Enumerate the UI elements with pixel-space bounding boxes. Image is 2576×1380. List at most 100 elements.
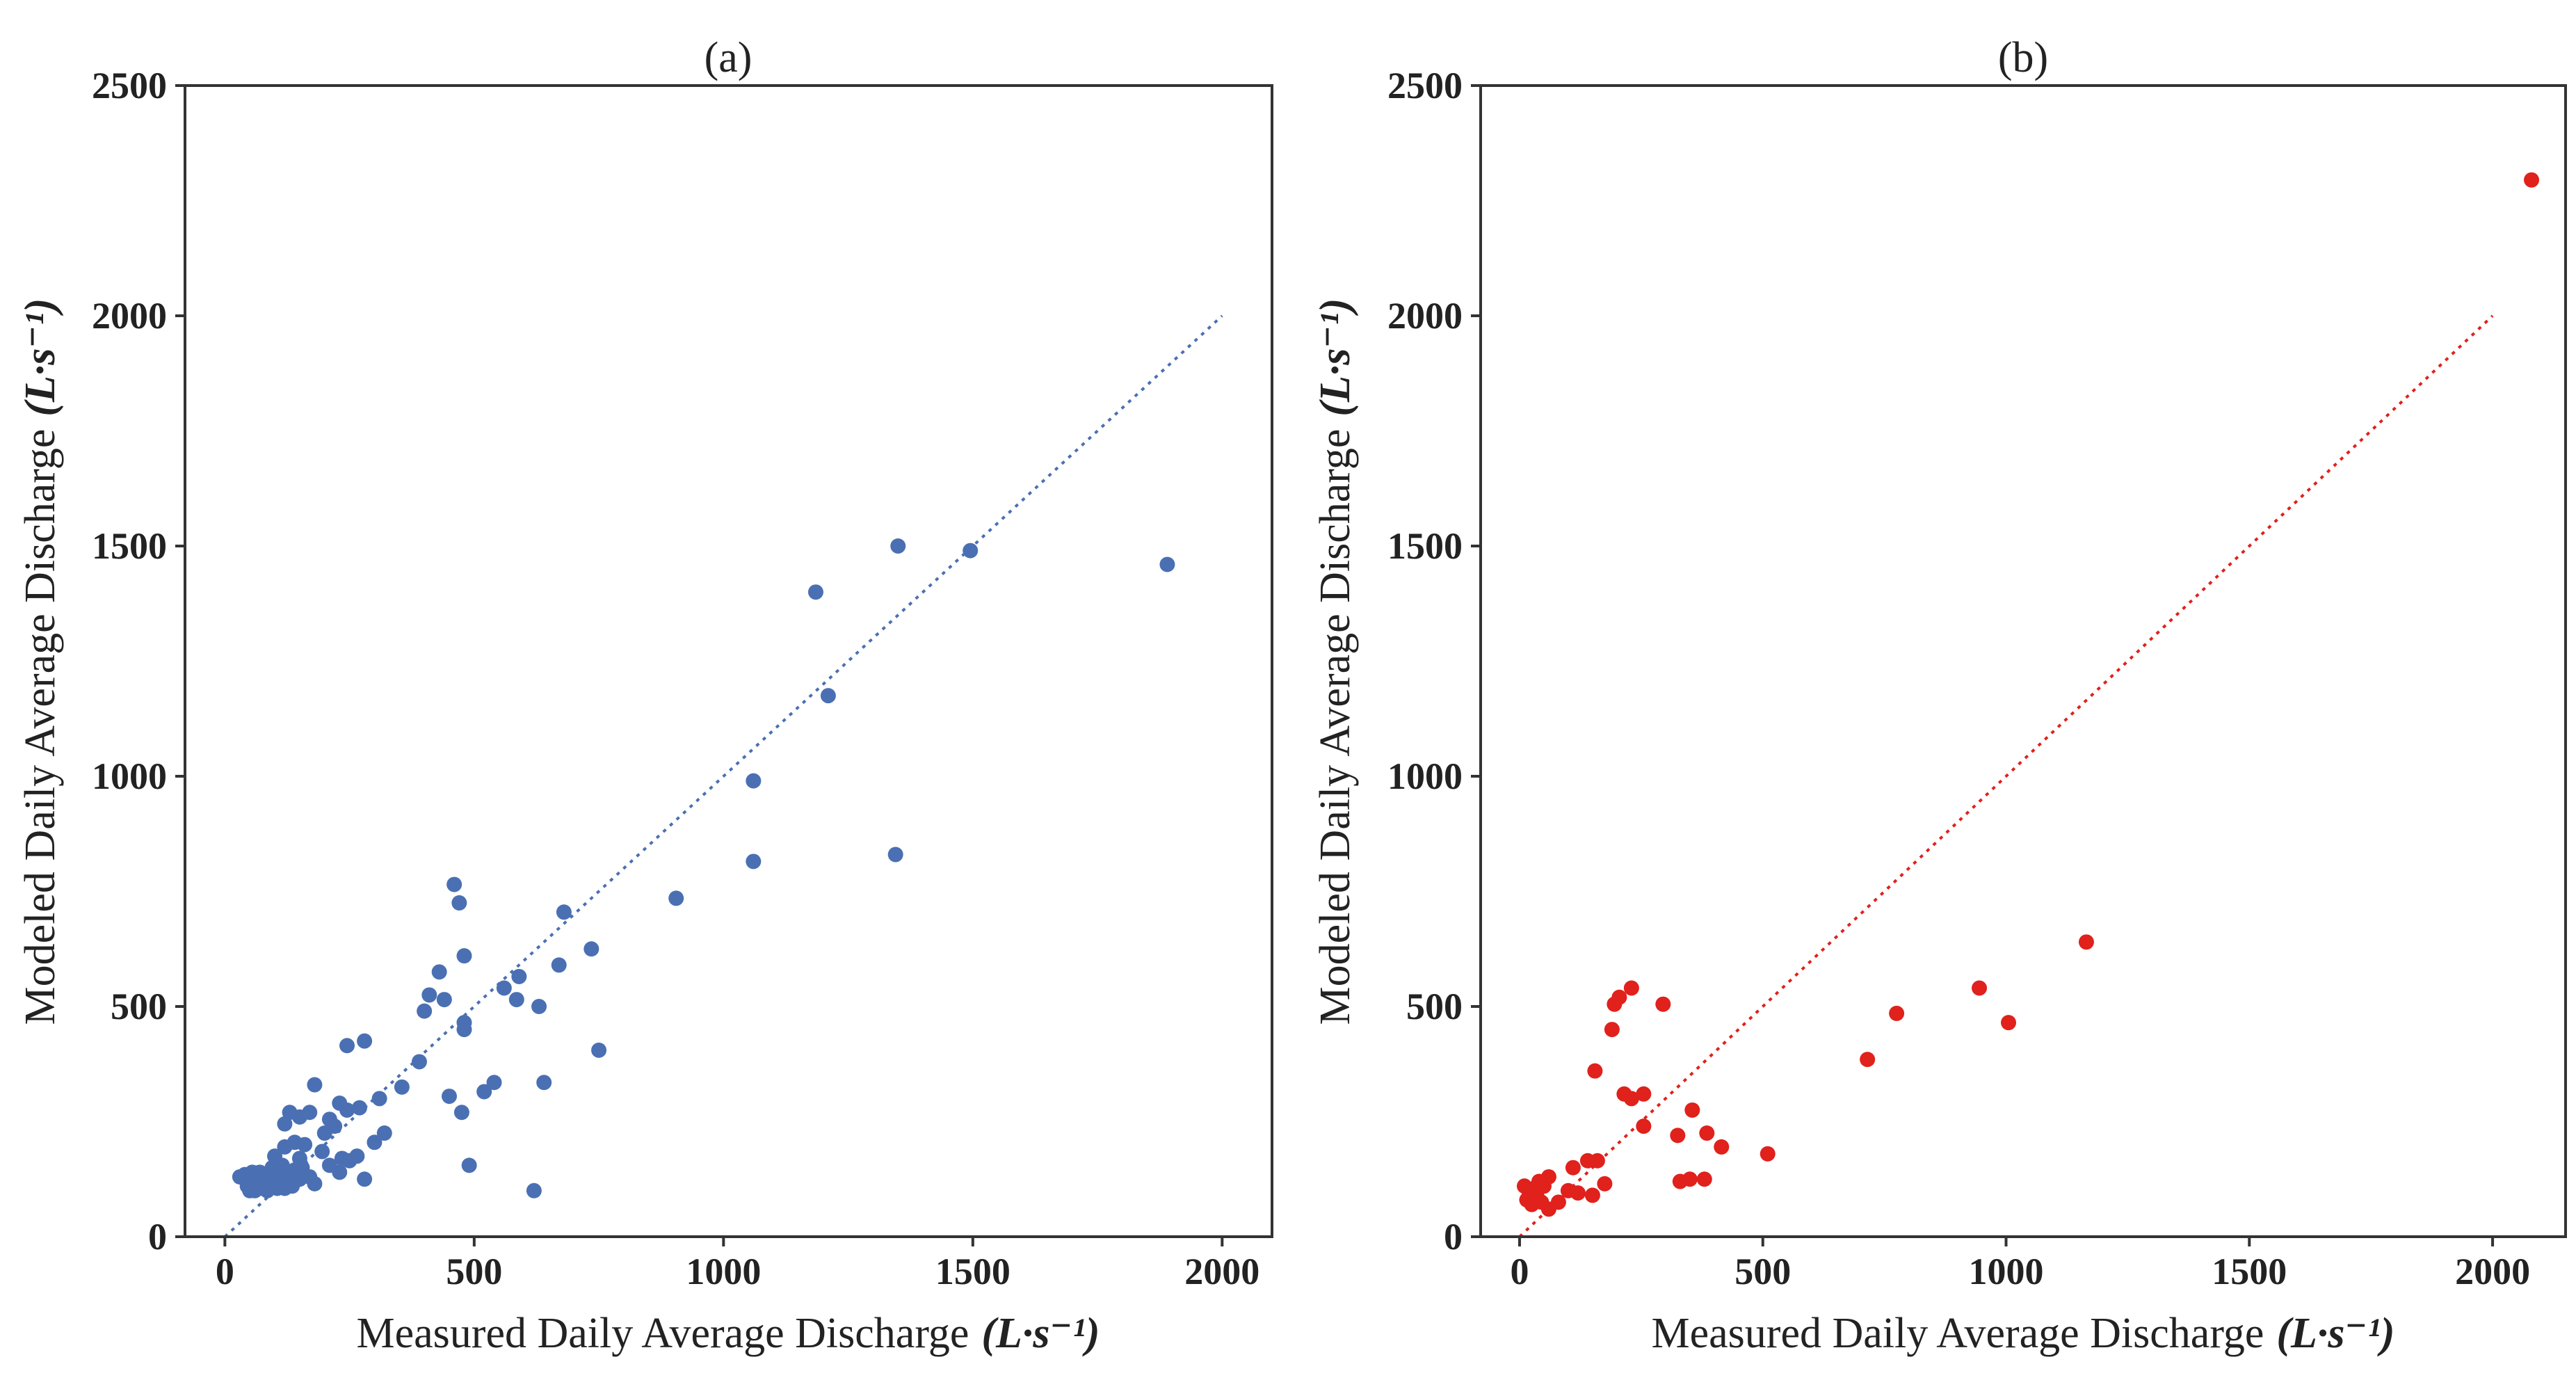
data-point	[357, 1033, 373, 1049]
y-tick-label: 2000	[1387, 295, 1463, 337]
data-point	[496, 980, 512, 996]
data-point	[269, 1180, 285, 1196]
data-point	[511, 968, 527, 984]
y-axis-unit: (L·s⁻¹)	[17, 298, 64, 417]
plot-frame	[184, 84, 1273, 1238]
data-point	[508, 992, 524, 1008]
data-point	[1540, 1201, 1556, 1217]
data-point	[357, 1171, 373, 1187]
y-axis-label-text: Modeled Daily Average Discharge	[17, 429, 64, 1025]
data-point	[1760, 1146, 1776, 1162]
x-tick-label: 0	[1510, 1251, 1529, 1292]
x-tick-label: 500	[446, 1251, 502, 1292]
data-point	[1684, 1102, 1700, 1118]
x-tick-label: 2000	[2455, 1251, 2530, 1292]
y-tick-label: 2000	[92, 295, 167, 337]
scatter-points	[1516, 172, 2540, 1238]
data-point	[2001, 1015, 2017, 1031]
data-point	[1529, 1187, 1545, 1203]
y-tick-label: 1000	[1387, 755, 1463, 797]
data-point	[332, 1096, 348, 1112]
data-point	[239, 1178, 255, 1194]
x-tick-label: 1000	[1969, 1251, 2044, 1292]
axis-ticks: 0 500 1000 1500 2000 0 500 1000 1500 2000 2500	[1387, 65, 2530, 1292]
y-tick-label: 500	[1406, 986, 1463, 1027]
x-axis-label-text: Measured Daily Average Discharge	[1652, 1310, 2264, 1357]
data-point	[1636, 1086, 1652, 1102]
data-point	[887, 847, 903, 862]
y-axis-unit: (L·s⁻¹)	[1312, 298, 1359, 417]
data-point	[746, 853, 762, 869]
x-tick-label: 0	[216, 1251, 234, 1292]
data-point	[339, 1038, 355, 1054]
data-point	[1670, 1128, 1686, 1144]
y-tick-label: 2500	[1387, 65, 1463, 106]
data-point	[1682, 1171, 1698, 1187]
data-point	[451, 895, 467, 911]
y-tick-label: 1500	[92, 525, 167, 567]
data-point	[244, 1164, 260, 1180]
data-point	[746, 773, 762, 789]
y-tick-label: 1500	[1387, 525, 1463, 567]
data-point	[279, 1164, 295, 1180]
data-point	[1597, 1176, 1613, 1192]
data-point	[1636, 1118, 1652, 1134]
data-point	[367, 1134, 383, 1150]
data-point	[307, 1077, 323, 1093]
data-point	[1587, 1063, 1603, 1079]
scatter-points	[224, 314, 1223, 1238]
data-point	[1579, 1153, 1595, 1169]
data-point	[456, 948, 472, 964]
x-tick-label: 1500	[2212, 1251, 2287, 1292]
data-point	[371, 1091, 387, 1107]
data-point	[1696, 1171, 1712, 1187]
data-point	[277, 1116, 293, 1132]
data-point	[963, 543, 979, 559]
data-point	[486, 1075, 502, 1091]
x-tick-label: 2000	[1184, 1251, 1259, 1292]
data-point	[453, 1105, 469, 1121]
x-tick-label: 1500	[935, 1251, 1011, 1292]
one-to-one-line	[224, 314, 1223, 1238]
data-point	[411, 1054, 427, 1070]
x-tick-label: 500	[1734, 1251, 1791, 1292]
data-point	[1714, 1139, 1730, 1155]
data-point	[441, 1089, 457, 1105]
panel-title: (b)	[1998, 34, 2048, 81]
data-point	[1699, 1125, 1715, 1141]
data-point	[446, 876, 462, 892]
data-point	[284, 1178, 300, 1194]
data-point	[314, 1144, 330, 1160]
data-point	[668, 890, 684, 906]
data-point	[1560, 1182, 1576, 1198]
data-point	[334, 1150, 350, 1166]
data-point	[536, 1075, 552, 1091]
data-point	[376, 1125, 392, 1141]
panel-title: (a)	[705, 34, 752, 81]
data-point	[436, 992, 452, 1008]
data-point	[1655, 996, 1671, 1012]
y-tick-label: 2500	[92, 65, 167, 106]
y-axis-label-text: Modeled Daily Average Discharge	[1312, 429, 1359, 1025]
data-point	[421, 987, 437, 1003]
data-point	[1616, 1086, 1632, 1102]
data-point	[277, 1139, 293, 1155]
data-point	[820, 688, 836, 704]
data-point	[1860, 1052, 1876, 1068]
data-point	[461, 1157, 477, 1173]
data-point	[1516, 1178, 1532, 1194]
y-axis-label: Modeled Daily Average Discharge (L·s⁻¹)	[17, 298, 64, 1025]
data-point	[1623, 980, 1639, 996]
x-axis-label: Measured Daily Average Discharge (L·s⁻¹)	[357, 1310, 1100, 1357]
panel-a: (a) 0 500 1000 1500 2000 0 500 1000 1500 2000 2500…	[17, 34, 1273, 1357]
x-axis-unit: (L·s⁻¹)	[2276, 1310, 2394, 1357]
data-point	[394, 1079, 410, 1095]
data-point	[1565, 1160, 1581, 1176]
data-point	[551, 957, 567, 973]
data-point	[1972, 980, 1988, 996]
data-point	[332, 1164, 348, 1180]
data-point	[1604, 1022, 1620, 1038]
data-point	[526, 1182, 542, 1198]
y-axis-label: Modeled Daily Average Discharge (L·s⁻¹)	[1312, 298, 1359, 1025]
panel-b: (b) 0 500 1000 1500 2000 0 500 1000 1500 2000 2500…	[1312, 34, 2567, 1357]
